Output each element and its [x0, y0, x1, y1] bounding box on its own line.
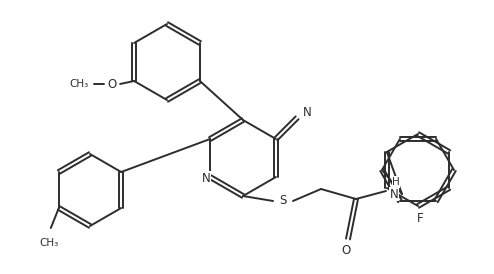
Text: CH₃: CH₃	[70, 79, 89, 89]
Text: CH₃: CH₃	[39, 238, 58, 248]
Text: H: H	[392, 177, 400, 187]
Text: S: S	[279, 195, 287, 207]
Text: F: F	[416, 213, 423, 226]
Text: O: O	[108, 78, 117, 90]
Text: N: N	[202, 172, 210, 184]
Text: O: O	[341, 244, 351, 258]
Text: N: N	[390, 187, 398, 201]
Text: N: N	[303, 106, 312, 119]
